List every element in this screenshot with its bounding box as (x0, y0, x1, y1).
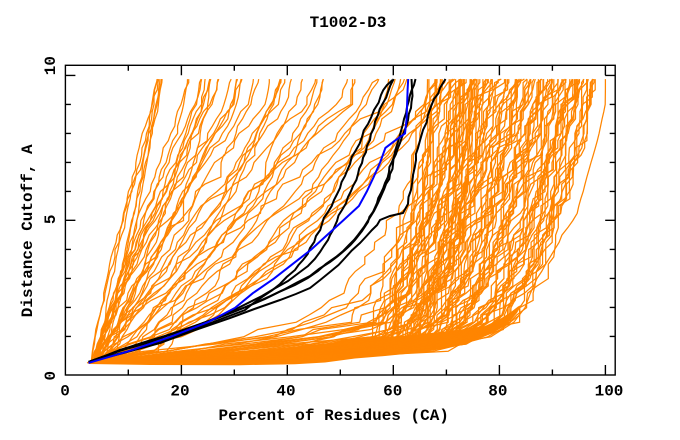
svg-text:60: 60 (383, 383, 402, 401)
svg-text:0: 0 (60, 383, 70, 401)
svg-text:0: 0 (42, 371, 60, 381)
svg-text:10: 10 (42, 56, 60, 75)
svg-text:5: 5 (42, 214, 60, 224)
svg-text:Distance Cutoff, A: Distance Cutoff, A (19, 144, 37, 317)
svg-text:20: 20 (170, 383, 189, 401)
svg-text:T1002-D3: T1002-D3 (310, 14, 387, 32)
svg-text:80: 80 (488, 383, 507, 401)
svg-text:100: 100 (595, 383, 624, 401)
svg-text:Percent of Residues (CA): Percent of Residues (CA) (218, 407, 448, 425)
svg-text:40: 40 (276, 383, 295, 401)
